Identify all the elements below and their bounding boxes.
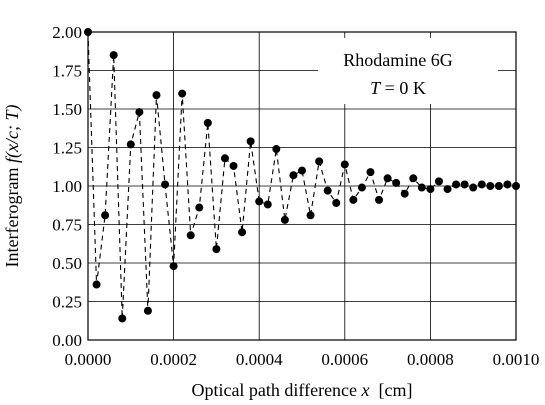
data-point — [332, 198, 341, 207]
data-point — [152, 91, 161, 100]
data-point — [280, 215, 289, 224]
data-point — [186, 231, 195, 240]
y-tick-label: 0.00 — [52, 331, 82, 350]
data-point — [101, 211, 110, 220]
data-point — [84, 28, 92, 36]
data-point — [272, 145, 281, 154]
x-tick-label: 0.0006 — [321, 350, 368, 369]
data-point — [477, 180, 486, 189]
data-point — [460, 180, 469, 189]
data-point — [298, 166, 306, 175]
x-tick-label: 0.0008 — [407, 350, 454, 369]
x-axis-title: Optical path difference x [cm] — [191, 380, 412, 400]
data-point — [169, 262, 178, 271]
y-tick-label: 2.00 — [52, 23, 82, 42]
data-point — [392, 178, 401, 187]
x-tick-label: 0.0004 — [236, 350, 283, 369]
data-point — [220, 154, 229, 163]
y-tick-label: 0.75 — [52, 216, 82, 235]
data-point — [263, 200, 272, 209]
data-point — [503, 180, 512, 189]
data-point — [383, 174, 392, 183]
data-point — [512, 182, 520, 190]
data-point — [178, 89, 187, 98]
data-point — [340, 160, 349, 169]
x-tick-label: 0.0010 — [493, 350, 540, 369]
data-point — [289, 171, 298, 180]
data-point — [494, 182, 503, 190]
data-point — [315, 157, 324, 166]
data-point — [306, 211, 315, 220]
data-point — [323, 186, 332, 195]
annotation-title: Rhodamine 6G — [343, 50, 453, 70]
data-series — [84, 28, 520, 323]
data-point — [409, 174, 418, 183]
data-point — [366, 168, 375, 177]
data-point — [452, 180, 461, 189]
annotation-box: Rhodamine 6G T = 0 K — [318, 38, 498, 104]
data-point — [229, 161, 238, 170]
data-point — [434, 177, 443, 186]
data-point — [375, 195, 384, 204]
series-line — [87, 31, 517, 319]
data-point — [195, 203, 204, 212]
data-point — [161, 180, 170, 189]
data-point — [357, 183, 366, 192]
y-axis-title: Interferogram f(x/c; T) — [2, 105, 23, 268]
data-point — [92, 280, 101, 289]
data-point — [443, 185, 452, 194]
y-tick-label: 0.25 — [52, 293, 82, 312]
data-point — [126, 140, 135, 149]
data-point — [486, 182, 495, 190]
x-tick-label: 0.0002 — [150, 350, 197, 369]
data-point — [238, 228, 247, 237]
x-tick-label: 0.0000 — [65, 350, 112, 369]
data-point — [417, 183, 426, 192]
y-tick-label: 1.25 — [52, 139, 82, 158]
y-tick-label: 1.00 — [52, 177, 82, 196]
tick-labels: 0.0000 0.0002 0.0004 0.0006 0.0008 0.0010 0.00… — [52, 23, 539, 369]
data-point — [349, 195, 358, 204]
y-tick-label: 1.75 — [52, 62, 82, 81]
y-tick-label: 0.50 — [52, 254, 82, 273]
data-point — [246, 137, 255, 146]
data-point — [426, 185, 435, 194]
annotation-temperature: T = 0 K — [370, 78, 426, 98]
data-point — [400, 189, 409, 198]
data-point — [255, 197, 264, 206]
data-point — [118, 314, 127, 323]
y-tick-label: 1.50 — [52, 100, 82, 119]
data-point — [143, 306, 152, 315]
data-point — [469, 183, 478, 192]
data-point — [135, 108, 144, 117]
data-point — [212, 245, 221, 254]
data-point — [109, 51, 118, 60]
data-point — [203, 118, 212, 127]
